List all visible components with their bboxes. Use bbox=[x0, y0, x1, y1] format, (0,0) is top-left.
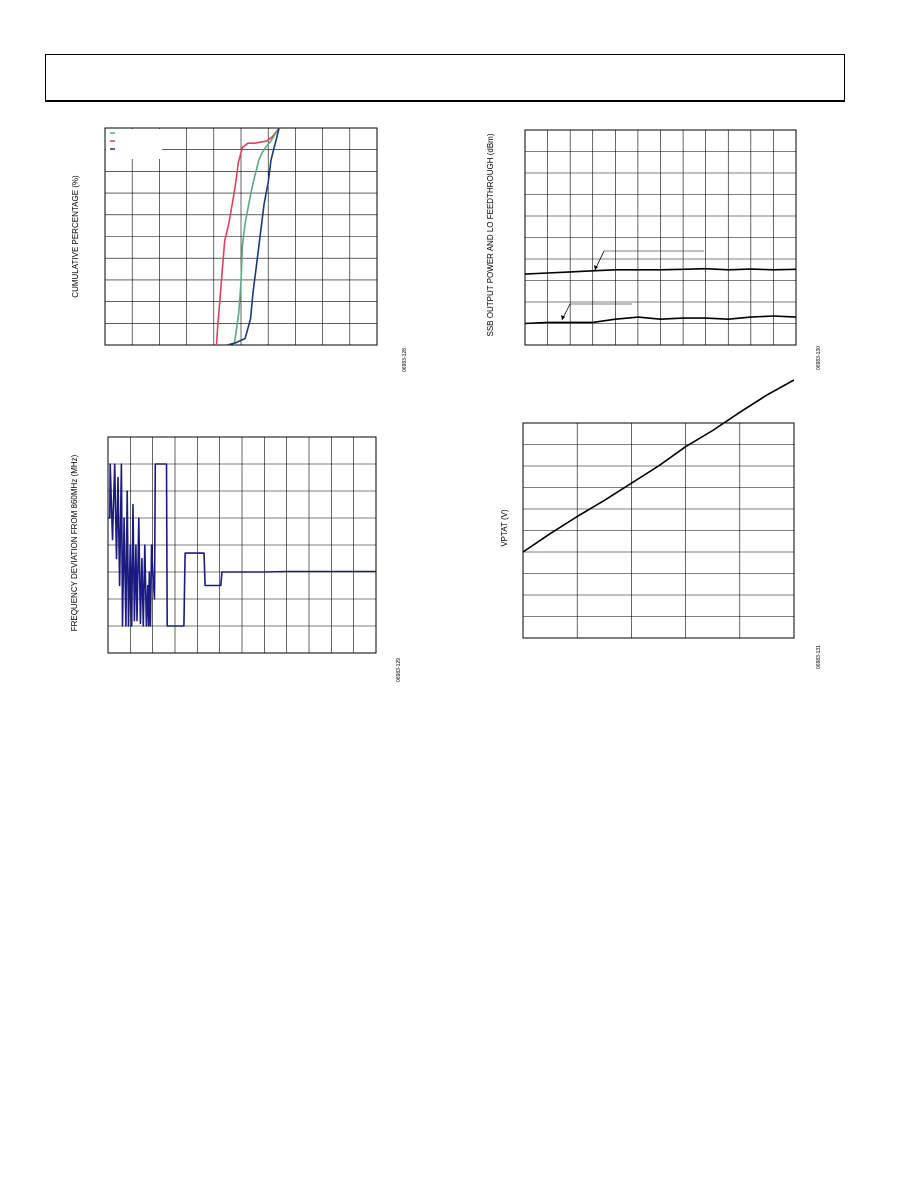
figure-code: 06983-130 bbox=[816, 346, 822, 370]
frequency-deviation-chart: FREQUENCY DEVIATION FROM 860MHz (MHz) 06… bbox=[70, 436, 402, 682]
series-line-1 bbox=[524, 267, 797, 275]
grid bbox=[108, 437, 376, 653]
series-line-1 bbox=[522, 379, 795, 553]
annotation-lower bbox=[561, 303, 632, 321]
figure-code: 06983-128 bbox=[402, 348, 408, 372]
series-line-3 bbox=[227, 127, 280, 346]
series-line-1 bbox=[108, 463, 376, 627]
figure-code: 06983-129 bbox=[396, 658, 402, 682]
legend bbox=[106, 129, 162, 159]
series-line-2 bbox=[233, 127, 280, 346]
vptat-chart: VPTAT (V) 06983-131 bbox=[500, 379, 822, 669]
cumulative-percentage-chart: CUMULATIVE PERCENTAGE (%) 06983-128 bbox=[71, 127, 408, 372]
y-axis-label: CUMULATIVE PERCENTAGE (%) bbox=[71, 175, 80, 298]
annotation-upper bbox=[594, 250, 704, 271]
grid bbox=[525, 130, 796, 345]
annotation-upper-arrowhead bbox=[594, 265, 598, 270]
plot-frame bbox=[524, 129, 797, 346]
plot-frame bbox=[522, 422, 795, 639]
plot-frame bbox=[107, 436, 377, 654]
plot-frame bbox=[104, 127, 378, 346]
grid bbox=[105, 128, 377, 345]
figure-code: 06983-131 bbox=[816, 645, 822, 669]
series-line-2 bbox=[524, 315, 797, 325]
y-axis-label: FREQUENCY DEVIATION FROM 860MHz (MHz) bbox=[70, 454, 79, 631]
page-header-box bbox=[45, 54, 845, 102]
grid bbox=[523, 423, 794, 638]
y-axis-label: VPTAT (V) bbox=[500, 509, 509, 547]
ssb-output-power-chart: SSB OUTPUT POWER AND LO FEEDTHROUGH (dBm… bbox=[486, 129, 822, 370]
series-line-1 bbox=[215, 127, 280, 346]
y-axis-label: SSB OUTPUT POWER AND LO FEEDTHROUGH (dBm… bbox=[486, 133, 495, 336]
legend-box bbox=[106, 129, 162, 159]
annotation-lower-arrowhead bbox=[561, 315, 565, 320]
